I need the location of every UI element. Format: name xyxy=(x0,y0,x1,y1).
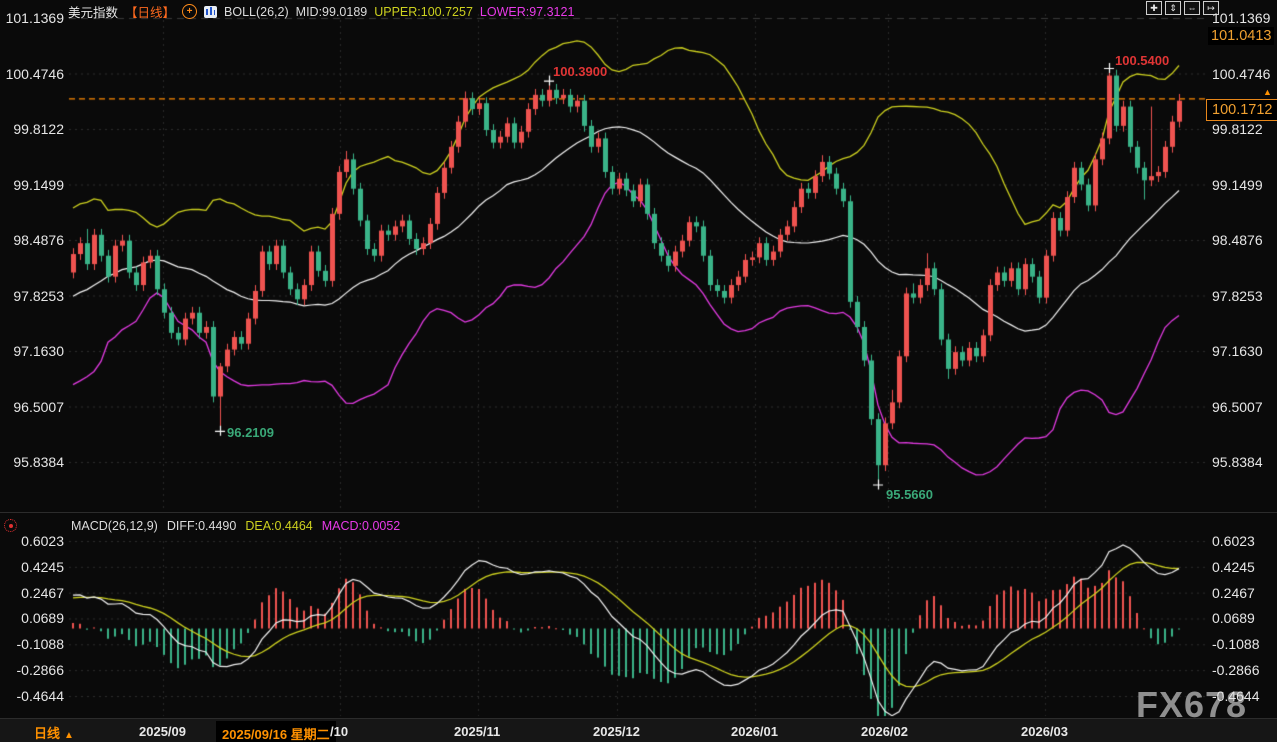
macd-y-label-right: 0.6023 xyxy=(1212,532,1255,549)
chart-header: 美元指数 【日线】 + BOLL(26,2) MID:99.0189 UPPER… xyxy=(68,2,574,21)
scale-y-icon[interactable]: ⇕ xyxy=(1165,1,1181,15)
alert-price-label[interactable]: 100.1712 xyxy=(1206,99,1277,121)
main-y-label-left: 97.8253 xyxy=(13,287,64,304)
main-y-label-right: 98.4876 xyxy=(1212,232,1263,248)
price-annotation: 100.3900 xyxy=(553,63,608,79)
macd-y-label-right: -0.4644 xyxy=(1212,687,1260,704)
main-y-label-left: 97.1630 xyxy=(13,343,64,359)
date-label: 2026/01 xyxy=(731,724,778,739)
date-label: 2025/11 xyxy=(454,724,501,739)
macd-y-label-right: -0.1088 xyxy=(1212,636,1260,653)
price-annotation: 96.2109 xyxy=(227,424,274,440)
time-axis-bar: 日线 ▲ 2025/09/16 星期二 /10 2025/09 2025/11 202… xyxy=(0,718,1277,742)
chart-toolbar: ✚ ⇕ ⇔ ↦ xyxy=(1146,1,1219,15)
main-y-label-right: 99.1499 xyxy=(1212,176,1263,193)
main-y-label-right: 97.1630 xyxy=(1212,343,1263,359)
date-label: 2026/03 xyxy=(1021,724,1068,739)
period-selector[interactable]: 日线 ▲ xyxy=(34,723,74,742)
macd-y-label-left: 0.6023 xyxy=(21,532,64,549)
macd-y-label-right: 0.2467 xyxy=(1212,584,1255,601)
last-price-label: 101.0413 xyxy=(1208,27,1275,45)
main-y-label-left: 98.4876 xyxy=(13,232,64,248)
date-label: 2025/09 xyxy=(139,724,186,739)
macd-y-label-left: -0.4644 xyxy=(16,687,64,704)
price-annotation: 95.5660 xyxy=(886,486,933,502)
date-label: 2025/12 xyxy=(593,724,640,739)
add-indicator-icon[interactable]: + xyxy=(182,4,198,19)
main-y-label-left: 96.5007 xyxy=(13,398,64,415)
macd-y-label-left: -0.2866 xyxy=(16,662,64,679)
macd-y-label-left: 0.0689 xyxy=(21,610,64,627)
plus-glyph: + xyxy=(186,5,193,17)
main-y-label-right: 95.8384 xyxy=(1212,454,1263,470)
main-y-label-right: 99.8122 xyxy=(1212,121,1263,137)
main-y-label-left: 101.1369 xyxy=(5,10,64,26)
pan-icon[interactable]: ✚ xyxy=(1146,1,1162,15)
partial-date-label: /10 xyxy=(330,724,349,739)
period-tag[interactable]: 【日线】 xyxy=(125,6,176,20)
mini-bar-3 xyxy=(214,9,216,15)
macd-y-label-left: -0.1088 xyxy=(16,636,64,653)
date-tooltip: 2025/09/16 星期二 xyxy=(216,721,336,742)
macd-dea-value: DEA:0.4464 xyxy=(245,519,313,533)
main-y-label-right: 96.5007 xyxy=(1212,398,1263,415)
up-triangle-icon: ▲ xyxy=(64,730,74,741)
macd-y-label-right: 0.4245 xyxy=(1212,558,1255,575)
scale-x-icon[interactable]: ⇔ xyxy=(1184,1,1200,15)
macd-y-label-right: 0.0689 xyxy=(1212,610,1255,627)
boll-mid-value: MID:99.0189 xyxy=(295,4,368,19)
date-label: 2026/02 xyxy=(861,724,908,739)
main-y-label-left: 95.8384 xyxy=(13,454,64,470)
main-y-label-right: 97.8253 xyxy=(1212,287,1263,304)
main-y-label-left: 100.4746 xyxy=(5,65,64,82)
boll-lower-value: LOWER:97.3121 xyxy=(479,4,575,19)
macd-y-label-left: 0.2467 xyxy=(21,584,64,601)
indicator-settings-icon[interactable] xyxy=(4,519,17,532)
period-label: 日线 xyxy=(34,726,61,741)
chart-type-icon[interactable] xyxy=(204,5,218,18)
macd-diff-value: DIFF:0.4490 xyxy=(166,519,237,533)
main-y-label-left: 99.8122 xyxy=(13,121,64,137)
sun-dot xyxy=(8,523,13,528)
main-y-label-right: 101.1369 xyxy=(1212,10,1271,26)
macd-label: MACD(26,12,9) xyxy=(71,519,158,533)
symbol-label: 美元指数 xyxy=(68,6,119,20)
panel-divider xyxy=(0,512,1277,513)
exit-icon[interactable]: ↦ xyxy=(1203,1,1219,15)
macd-header: MACD(26,12,9) DIFF:0.4490 DEA:0.4464 MAC… xyxy=(71,519,400,533)
price-annotation: 100.5400 xyxy=(1115,53,1170,69)
main-y-label-right: 100.4746 xyxy=(1212,65,1271,82)
main-y-label-left: 99.1499 xyxy=(13,176,64,193)
boll-upper-value: UPPER:100.7257 xyxy=(374,4,473,19)
alert-marker-icon[interactable]: ▲ xyxy=(1263,87,1272,97)
macd-y-label-left: 0.4245 xyxy=(21,558,64,575)
mini-bar-2 xyxy=(210,6,213,15)
macd-y-label-right: -0.2866 xyxy=(1212,662,1260,679)
macd-macd-value: MACD:0.0052 xyxy=(321,519,401,533)
mini-bar-1 xyxy=(206,8,209,15)
boll-label: BOLL(26,2) xyxy=(224,4,289,19)
